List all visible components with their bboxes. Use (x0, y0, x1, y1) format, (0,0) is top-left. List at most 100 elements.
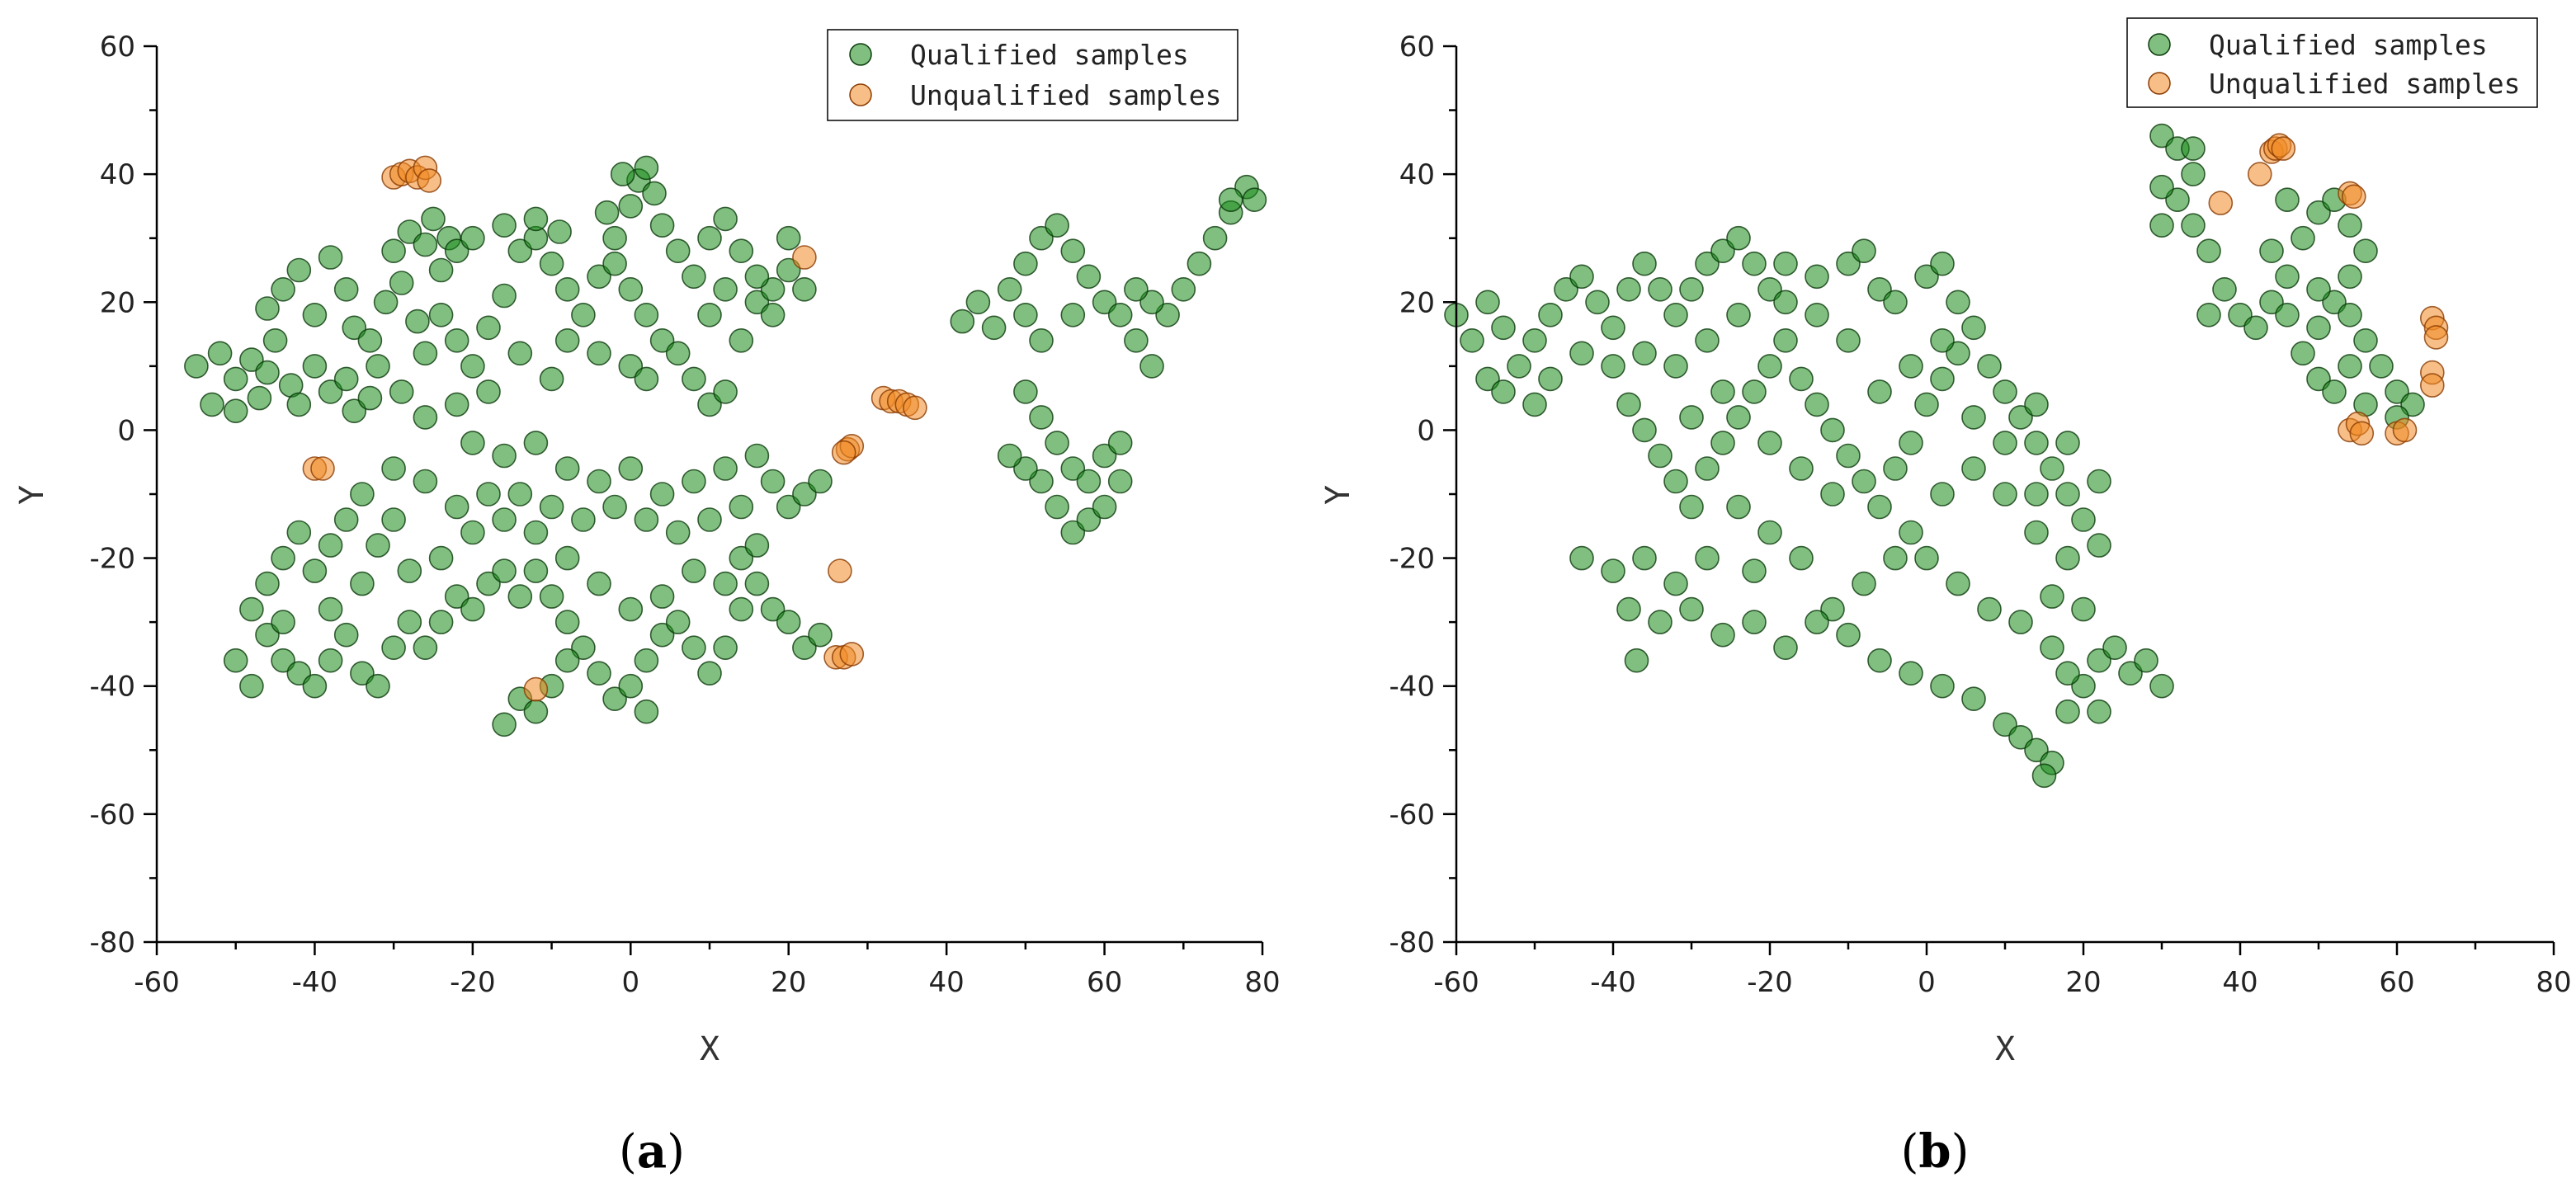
point-qualified (2181, 213, 2206, 238)
point-qualified (492, 213, 517, 238)
point-qualified (587, 264, 611, 290)
panel-label-b: (b) (1901, 1124, 1970, 1179)
point-qualified (1961, 315, 1986, 341)
point-qualified (2040, 635, 2064, 661)
point-qualified (1124, 276, 1149, 302)
point-qualified (571, 635, 596, 661)
point-qualified (507, 341, 533, 366)
point-qualified (1852, 469, 1876, 494)
point-qualified (760, 276, 786, 302)
point-qualified (776, 225, 801, 251)
point-qualified (255, 622, 280, 648)
point-qualified (1679, 494, 1704, 520)
point-qualified (1139, 354, 1164, 379)
point-qualified (1624, 648, 1649, 673)
y-tick-label: 20 (1399, 286, 1435, 319)
legend-box (2126, 17, 2538, 108)
point-qualified (697, 661, 722, 686)
point-qualified (2181, 136, 2206, 161)
legend-label-unqualified: Unqualified samples (910, 79, 1222, 111)
point-qualified (744, 264, 770, 290)
y-axis-title: Y (13, 485, 51, 505)
point-qualified (460, 520, 485, 545)
point-qualified (492, 283, 517, 309)
point-qualified (2055, 699, 2080, 724)
point-qualified (1883, 456, 1908, 481)
axes: -60 -40 -20 0 20 40 60 80 -80 -60 -40 -20 0 20 40 60 (1389, 31, 2571, 999)
point-qualified (2024, 520, 2049, 545)
point-qualified (460, 354, 485, 379)
point-qualified (1930, 482, 1955, 506)
point-qualified (571, 302, 596, 327)
point-qualified (1710, 379, 1735, 404)
point-qualified (1914, 545, 1939, 571)
point-qualified (1852, 571, 1876, 596)
point-qualified (2353, 238, 2378, 264)
legend-label-qualified: Qualified samples (910, 39, 1189, 71)
point-qualified (1836, 622, 1861, 648)
point-qualified (2071, 507, 2096, 532)
point-qualified (1045, 494, 1069, 520)
point-qualified (1076, 264, 1102, 290)
legend: Qualified samples Unqualified samples (2126, 17, 2538, 108)
point-qualified (184, 354, 209, 379)
point-qualified (1977, 354, 2002, 379)
point-qualified (428, 610, 454, 634)
point-qualified (1475, 290, 1500, 315)
point-qualified (523, 520, 549, 545)
point-qualified (271, 648, 295, 673)
point-unqualified (417, 168, 442, 193)
panel-label-b-letter: b (1918, 1124, 1951, 1179)
point-qualified (1789, 366, 1814, 392)
point-qualified (744, 443, 770, 469)
point-qualified (444, 392, 469, 417)
point-qualified (1648, 610, 1673, 634)
point-qualified (554, 456, 580, 481)
point-qualified (333, 622, 359, 648)
points-layer (1444, 123, 2449, 789)
point-qualified (1914, 392, 1939, 417)
point-qualified (1616, 596, 1641, 622)
point-qualified (697, 302, 722, 327)
point-qualified (1107, 302, 1133, 327)
point-qualified (271, 610, 295, 634)
point-qualified (444, 584, 469, 609)
point-qualified (492, 443, 517, 469)
point-qualified (373, 290, 399, 315)
point-qualified (1742, 379, 1767, 404)
y-tick-label: -80 (1389, 926, 1435, 959)
point-qualified (318, 533, 343, 558)
point-qualified (357, 327, 383, 353)
point-qualified (381, 635, 406, 661)
point-qualified (1899, 520, 1923, 545)
legend-marker-unqualified (849, 83, 872, 106)
point-qualified (539, 494, 564, 520)
point-qualified (1695, 327, 1720, 353)
point-unqualified (2420, 373, 2445, 398)
point-qualified (2338, 354, 2362, 379)
point-qualified (697, 507, 722, 532)
point-qualified (1663, 302, 1688, 327)
point-qualified (2024, 482, 2049, 506)
point-qualified (255, 296, 280, 321)
point-unqualified (2392, 417, 2418, 443)
point-qualified (492, 507, 517, 532)
point-qualified (1076, 469, 1102, 494)
y-tick-label: -40 (89, 671, 135, 704)
point-qualified (1107, 431, 1133, 455)
point-qualified (1013, 251, 1038, 276)
point-qualified (523, 558, 549, 583)
point-qualified (744, 571, 770, 596)
point-qualified (476, 482, 501, 506)
point-qualified (1491, 379, 1516, 404)
point-qualified (1820, 482, 1845, 506)
point-qualified (1726, 405, 1751, 430)
point-qualified (1852, 238, 1876, 264)
point-qualified (1045, 431, 1069, 455)
point-qualified (342, 398, 367, 424)
point-qualified (428, 257, 454, 283)
point-qualified (381, 507, 406, 532)
point-qualified (587, 571, 611, 596)
point-qualified (1171, 276, 1196, 302)
point-unqualified (2271, 136, 2296, 161)
